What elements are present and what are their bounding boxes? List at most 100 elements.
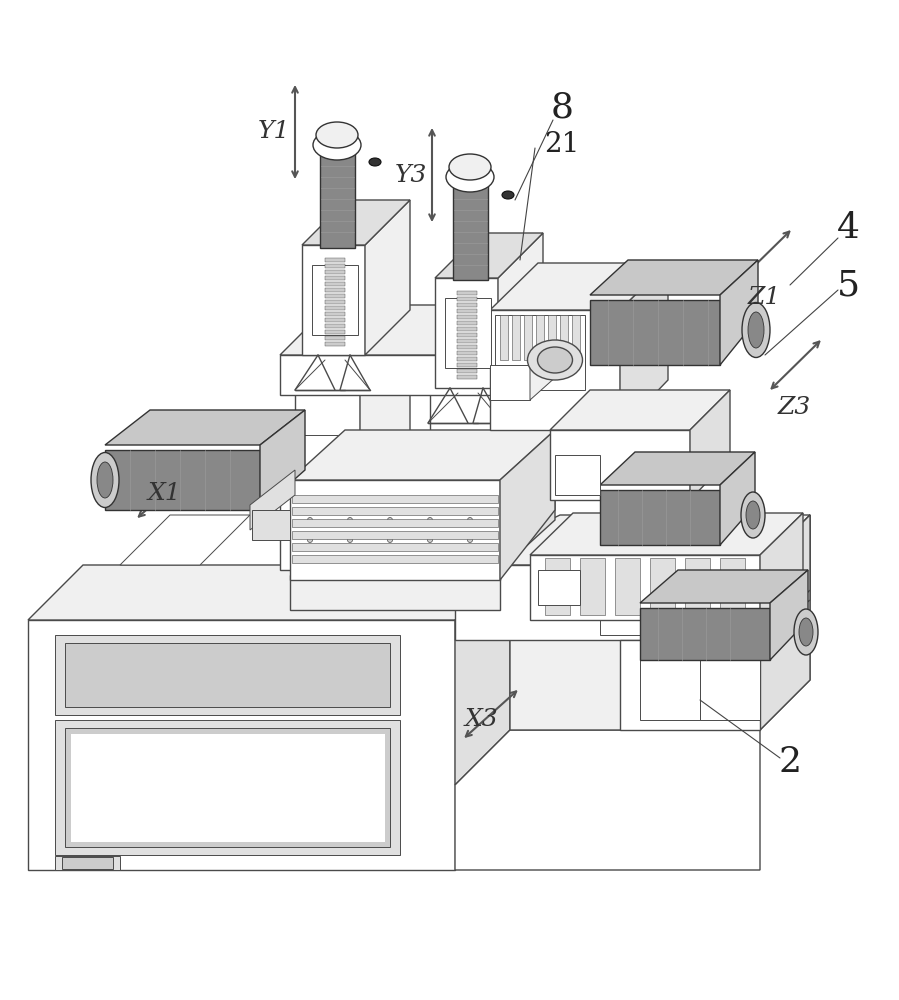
Ellipse shape — [502, 191, 514, 199]
Polygon shape — [280, 305, 580, 355]
Polygon shape — [295, 380, 360, 495]
Ellipse shape — [91, 452, 119, 508]
Polygon shape — [524, 315, 532, 360]
Polygon shape — [760, 515, 810, 640]
Polygon shape — [435, 278, 498, 388]
Polygon shape — [620, 263, 668, 430]
Polygon shape — [325, 264, 345, 268]
Polygon shape — [700, 640, 760, 720]
Ellipse shape — [348, 538, 352, 542]
Ellipse shape — [348, 518, 352, 522]
Polygon shape — [280, 440, 555, 490]
Polygon shape — [457, 327, 477, 331]
Polygon shape — [760, 513, 803, 620]
Ellipse shape — [741, 492, 765, 538]
Polygon shape — [490, 263, 668, 310]
Polygon shape — [538, 570, 580, 605]
Polygon shape — [292, 519, 498, 527]
Polygon shape — [435, 233, 543, 278]
Polygon shape — [530, 305, 580, 395]
Polygon shape — [295, 330, 410, 380]
Ellipse shape — [449, 154, 491, 180]
Polygon shape — [512, 315, 520, 360]
Polygon shape — [325, 300, 345, 304]
Ellipse shape — [316, 122, 358, 148]
Polygon shape — [690, 390, 730, 500]
Polygon shape — [28, 620, 455, 870]
Polygon shape — [250, 470, 295, 530]
Polygon shape — [600, 452, 755, 485]
Polygon shape — [320, 148, 355, 248]
Polygon shape — [620, 640, 760, 730]
Ellipse shape — [799, 618, 813, 646]
Polygon shape — [600, 600, 750, 635]
Polygon shape — [290, 575, 500, 610]
Polygon shape — [700, 578, 800, 620]
Ellipse shape — [467, 538, 473, 542]
Polygon shape — [650, 558, 675, 615]
Ellipse shape — [369, 158, 381, 166]
Polygon shape — [325, 306, 345, 310]
Polygon shape — [455, 565, 760, 640]
Polygon shape — [457, 339, 477, 343]
Text: X3: X3 — [465, 708, 499, 732]
Polygon shape — [457, 345, 477, 349]
Polygon shape — [545, 558, 570, 615]
Polygon shape — [457, 321, 477, 325]
Polygon shape — [536, 315, 544, 360]
Polygon shape — [455, 565, 510, 785]
Polygon shape — [640, 570, 808, 603]
Polygon shape — [457, 369, 477, 373]
Polygon shape — [498, 233, 543, 388]
Polygon shape — [325, 258, 345, 262]
Polygon shape — [530, 513, 803, 555]
Polygon shape — [510, 515, 810, 730]
Polygon shape — [530, 555, 760, 620]
Ellipse shape — [307, 538, 313, 542]
Polygon shape — [292, 507, 498, 515]
Polygon shape — [28, 565, 510, 620]
Polygon shape — [500, 315, 508, 360]
Ellipse shape — [528, 340, 583, 380]
Ellipse shape — [387, 558, 393, 562]
Polygon shape — [720, 558, 745, 615]
Ellipse shape — [387, 538, 393, 542]
Polygon shape — [457, 351, 477, 355]
Polygon shape — [500, 430, 555, 580]
Polygon shape — [490, 365, 530, 400]
Polygon shape — [457, 303, 477, 307]
Polygon shape — [457, 309, 477, 313]
Ellipse shape — [307, 497, 313, 502]
Ellipse shape — [538, 347, 573, 373]
Polygon shape — [590, 300, 720, 365]
Ellipse shape — [467, 497, 473, 502]
Ellipse shape — [307, 518, 313, 522]
Polygon shape — [457, 333, 477, 337]
Polygon shape — [640, 640, 700, 720]
Text: Y3: Y3 — [395, 163, 427, 186]
Polygon shape — [325, 324, 345, 328]
Polygon shape — [600, 490, 720, 545]
Ellipse shape — [428, 518, 432, 522]
Text: 4: 4 — [836, 211, 859, 245]
Polygon shape — [65, 728, 390, 847]
Polygon shape — [325, 288, 345, 292]
Polygon shape — [55, 635, 400, 715]
Polygon shape — [55, 720, 400, 855]
Polygon shape — [252, 510, 290, 540]
Polygon shape — [550, 430, 690, 500]
Polygon shape — [457, 315, 477, 319]
Polygon shape — [453, 180, 488, 280]
Polygon shape — [430, 380, 495, 495]
Polygon shape — [457, 357, 477, 361]
Polygon shape — [590, 260, 758, 295]
Polygon shape — [325, 270, 345, 274]
Polygon shape — [280, 490, 500, 570]
Polygon shape — [325, 282, 345, 286]
Polygon shape — [495, 330, 545, 495]
Ellipse shape — [348, 558, 352, 562]
Polygon shape — [572, 315, 580, 360]
Polygon shape — [325, 342, 345, 346]
Text: 2: 2 — [779, 745, 802, 779]
Polygon shape — [555, 455, 600, 495]
